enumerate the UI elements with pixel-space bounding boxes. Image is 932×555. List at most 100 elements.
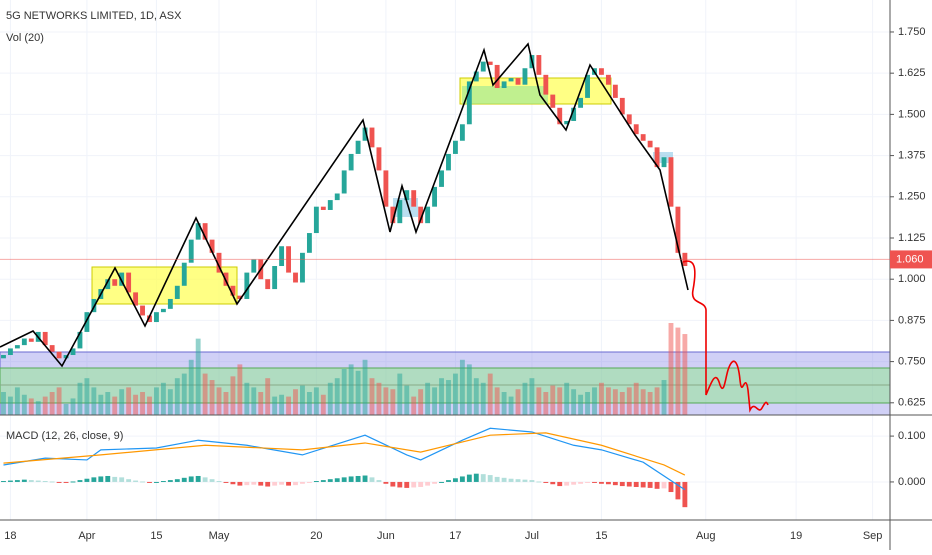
macd-histogram-bar [640, 481, 646, 488]
volume-bar [306, 392, 312, 415]
candle-body [466, 81, 472, 125]
macd-histogram-bar [119, 477, 125, 482]
candle-body [272, 266, 278, 290]
macd-histogram-bar [668, 481, 674, 493]
candle-body [411, 190, 417, 207]
candle-body [515, 78, 521, 85]
macd-histogram-bar [209, 479, 215, 482]
x-tick-label: 20 [310, 530, 322, 542]
candle-body [28, 338, 34, 342]
volume-bar [286, 396, 291, 415]
volume-bar [647, 392, 653, 415]
volume-bar [675, 327, 681, 415]
volume-bar [230, 376, 236, 415]
candle-body [473, 71, 479, 82]
candle-body [439, 170, 444, 187]
x-tick-label: 19 [790, 530, 802, 542]
volume-bar [418, 389, 424, 415]
macd-histogram-bar [230, 481, 236, 485]
volume [1, 323, 688, 415]
x-tick-label: 17 [449, 530, 461, 542]
volume-bar [279, 394, 285, 415]
volume-bar [112, 396, 118, 415]
candle-body [557, 107, 563, 125]
macd-histogram-bar [612, 481, 618, 486]
chart-title: 5G NETWORKS LIMITED, 1D, ASX [6, 10, 182, 22]
macd-histogram-bar [605, 481, 611, 485]
macd-histogram-bar [529, 480, 535, 482]
macd-histogram-bar [35, 480, 41, 482]
macd-histogram-bar [390, 481, 396, 487]
macd-histogram-bar [306, 481, 312, 483]
candle-body [425, 206, 431, 224]
macd-histogram-bar [654, 481, 660, 489]
candle-body [300, 252, 305, 283]
candle-body [355, 140, 361, 154]
candle-body [188, 239, 194, 263]
macd-title: MACD (12, 26, close, 9) [6, 430, 123, 442]
grid [0, 0, 890, 520]
volume-bar [369, 378, 375, 415]
x-tick-label: 15 [150, 530, 162, 542]
volume-bar [91, 387, 97, 415]
macd-histogram-bar [543, 481, 549, 483]
volume-bar [404, 385, 410, 415]
macd-histogram-bar [439, 481, 444, 483]
volume-bar [508, 396, 514, 415]
macd-histogram-bar [77, 480, 83, 482]
x-tick-label: 15 [595, 530, 607, 542]
macd-histogram-bar [334, 478, 340, 482]
x-tick-label: 18 [4, 530, 16, 542]
candle-body [348, 153, 354, 171]
candle-body [174, 285, 180, 299]
volume-bar [348, 364, 354, 415]
volume-bar [480, 382, 486, 415]
candle-body [147, 315, 152, 323]
volume-bar [376, 382, 382, 415]
volume-bar [28, 398, 34, 415]
y-tick-label: 0.625 [898, 397, 926, 409]
y-tick-label: 1.375 [898, 149, 926, 161]
macd-histogram-bar [369, 477, 375, 482]
macd [1, 427, 688, 508]
volume-bar [84, 378, 90, 415]
candle-body [390, 206, 396, 224]
macd-histogram-bar [327, 479, 333, 482]
macd-histogram-bar [341, 477, 347, 482]
candle-body [522, 68, 528, 85]
macd-histogram-bar [432, 481, 438, 484]
volume-bar [529, 378, 535, 415]
macd-histogram-bar [564, 481, 570, 486]
volume-bar [49, 392, 55, 415]
macd-histogram-bar [244, 481, 250, 486]
macd-histogram-bar [258, 481, 264, 486]
macd-histogram-bar [202, 477, 208, 482]
candle-body [585, 74, 590, 98]
candle-body [654, 147, 660, 168]
candle-body [251, 259, 257, 273]
candle-body [21, 338, 27, 346]
candle-body [487, 61, 493, 65]
volume-bar [265, 378, 271, 415]
volume-bar [126, 387, 132, 415]
volume-bar [119, 389, 125, 415]
volume-bar [272, 396, 278, 415]
candle-body [612, 84, 618, 98]
volume-bar [466, 364, 472, 415]
y-tick-label: 1.000 [898, 273, 926, 285]
candle-body [675, 206, 681, 253]
volume-bar [425, 382, 431, 415]
volume-bar [70, 398, 76, 415]
macd-line [3, 427, 686, 491]
zigzag-drawing [0, 42, 689, 368]
candle-body [56, 351, 62, 359]
macd-histogram-bar [279, 481, 285, 485]
candle-body [160, 308, 166, 313]
candle-body [543, 74, 549, 95]
y-tick-label: 1.125 [898, 232, 926, 244]
candle-body [209, 239, 215, 253]
volume-bar [355, 370, 361, 415]
volume-bar [320, 394, 326, 415]
macd-histogram-bar [63, 481, 69, 483]
candle-body [202, 223, 208, 240]
